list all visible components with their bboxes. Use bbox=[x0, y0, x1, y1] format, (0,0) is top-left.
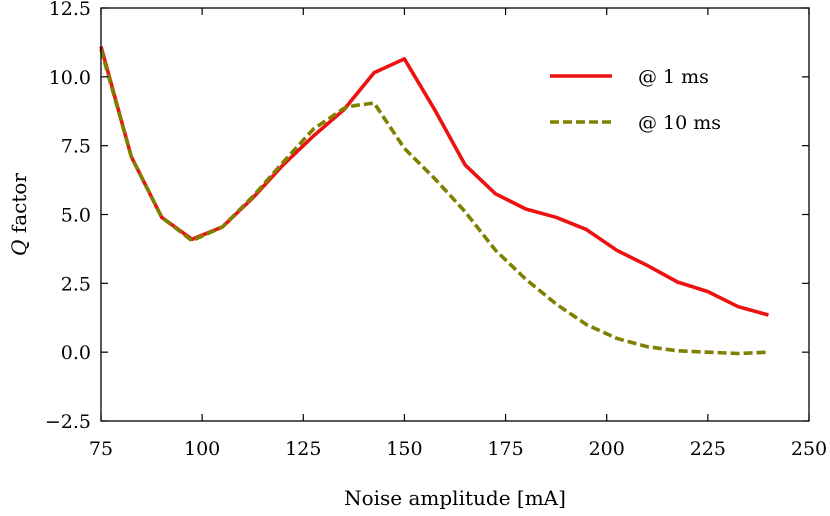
y-tick-label: 7.5 bbox=[61, 136, 91, 158]
x-tick-label: 125 bbox=[285, 438, 321, 460]
y-tick-label: −2.5 bbox=[45, 411, 91, 433]
y-axis-label: Q factor bbox=[7, 173, 31, 256]
y-tick-label: 2.5 bbox=[61, 273, 91, 295]
legend-label-2: @ 10 ms bbox=[638, 112, 721, 134]
x-tick-label: 75 bbox=[89, 438, 113, 460]
y-tick-label: 10.0 bbox=[49, 67, 91, 89]
legend: @ 1 ms @ 10 ms bbox=[550, 66, 721, 134]
x-tick-label: 200 bbox=[589, 438, 625, 460]
x-tick-label: 250 bbox=[791, 438, 827, 460]
x-tick-label: 150 bbox=[386, 438, 422, 460]
x-tick-label: 225 bbox=[690, 438, 726, 460]
y-axis-label-symbol: Q bbox=[7, 240, 31, 256]
legend-label-1: @ 1 ms bbox=[638, 66, 709, 88]
series-layer bbox=[99, 46, 769, 356]
y-tick-label: 0.0 bbox=[61, 342, 91, 364]
y-tick-label: 12.5 bbox=[49, 0, 91, 20]
x-axis-label: Noise amplitude [mA] bbox=[344, 486, 566, 510]
x-tick-label: 175 bbox=[487, 438, 523, 460]
y-axis-label-text: factor bbox=[7, 173, 31, 240]
series-line-2 bbox=[99, 48, 769, 356]
tick-layer: 75 100 125 150 175 200 225 250 −2.5 0.0 2.5 5.0 7.5 1… bbox=[45, 0, 827, 460]
y-tick-label: 5.0 bbox=[61, 205, 91, 227]
x-tick-label: 100 bbox=[184, 438, 220, 460]
